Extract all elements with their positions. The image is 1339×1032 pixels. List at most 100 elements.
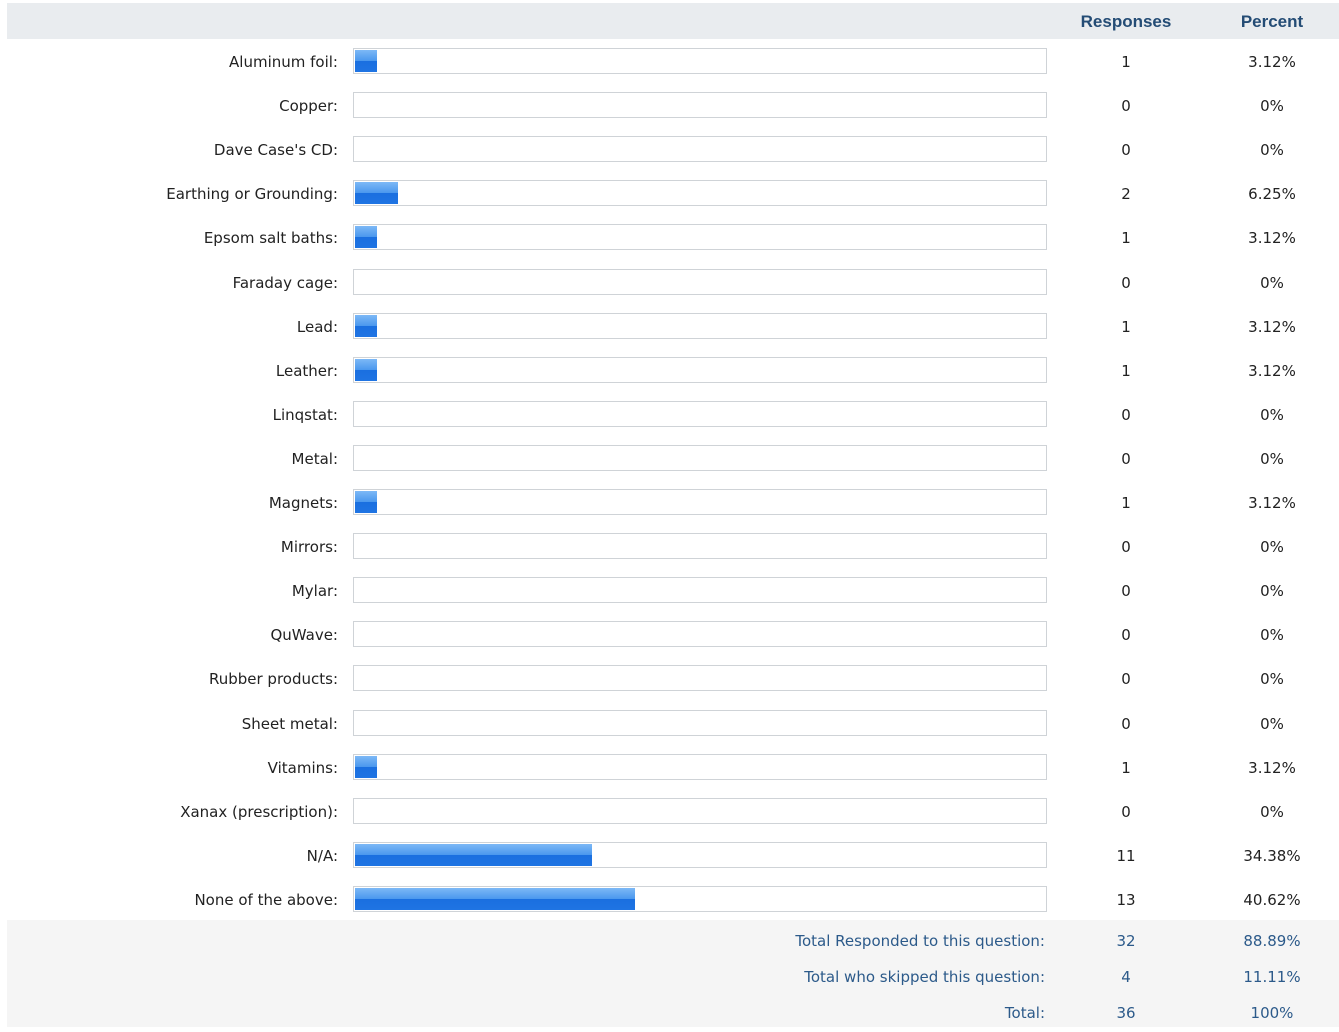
response-percent: 3.12% <box>1248 758 1296 777</box>
answer-label: None of the above: <box>194 890 338 909</box>
answer-label: Mylar: <box>291 582 338 601</box>
table-row: Faraday cage: 0 0% <box>7 261 1339 305</box>
response-count: 0 <box>1121 538 1131 557</box>
response-count: 0 <box>1121 141 1131 160</box>
table-row: Epsom salt baths: 1 3.12% <box>7 216 1339 260</box>
totals-row: Total: 36 100% <box>7 994 1339 1030</box>
table-row: QuWave: 0 0% <box>7 613 1339 657</box>
response-percent: 34.38% <box>1243 846 1301 865</box>
response-percent: 0% <box>1260 405 1284 424</box>
answer-label: Epsom salt baths: <box>203 229 338 248</box>
response-percent: 0% <box>1260 97 1284 116</box>
response-count: 0 <box>1121 449 1131 468</box>
table-row: Copper: 0 0% <box>7 84 1339 128</box>
totals-label: Total Responded to this question: <box>795 932 1045 950</box>
table-row: Magnets: 1 3.12% <box>7 481 1339 525</box>
answer-label: Rubber products: <box>208 670 338 689</box>
response-percent: 0% <box>1260 449 1284 468</box>
bar-track <box>353 180 1047 207</box>
response-count: 1 <box>1121 361 1131 380</box>
answer-label: Copper: <box>279 97 338 116</box>
table-row: Vitamins: 1 3.12% <box>7 746 1339 790</box>
table-row: N/A: 11 34.38% <box>7 834 1339 878</box>
bar-track <box>353 533 1047 560</box>
totals-responses: 32 <box>1116 932 1136 950</box>
bar-fill <box>355 755 377 778</box>
totals-responses: 36 <box>1116 1004 1136 1022</box>
answer-label: Magnets: <box>268 494 338 512</box>
bar-track <box>353 224 1047 251</box>
response-percent: 0% <box>1260 273 1284 292</box>
response-percent: 3.12% <box>1248 53 1296 71</box>
response-count: 13 <box>1116 890 1136 909</box>
response-percent: 0% <box>1260 538 1284 557</box>
table-row: Xanax (prescription): 0 0% <box>7 790 1339 834</box>
response-count: 0 <box>1121 802 1131 821</box>
bar-track <box>353 621 1047 648</box>
totals-percent: 100% <box>1250 1004 1294 1022</box>
answer-label: Faraday cage: <box>232 273 338 292</box>
bar-fill <box>355 887 636 910</box>
table-row: Sheet metal: 0 0% <box>7 702 1339 746</box>
response-percent: 0% <box>1260 582 1284 601</box>
totals-label: Total who skipped this question: <box>804 968 1045 986</box>
answer-label: Vitamins: <box>267 758 338 777</box>
bar-fill <box>355 843 593 866</box>
response-percent: 3.12% <box>1248 494 1296 512</box>
response-percent: 3.12% <box>1248 361 1296 380</box>
totals-row: Total Responded to this question: 32 88.89… <box>7 922 1339 958</box>
table-row: Mylar: 0 0% <box>7 569 1339 613</box>
response-count: 11 <box>1116 846 1136 865</box>
bar-track <box>353 797 1047 824</box>
bar-track <box>353 577 1047 604</box>
bar-track <box>353 400 1047 427</box>
table-row: Linqstat: 0 0% <box>7 393 1339 437</box>
response-percent: 3.12% <box>1248 229 1296 248</box>
answer-label: N/A: <box>306 846 338 865</box>
answer-label: Earthing or Grounding: <box>166 185 338 204</box>
table-header: Responses Percent <box>7 3 1339 39</box>
table-row: Dave Case's CD: 0 0% <box>7 128 1339 172</box>
bar-track <box>353 312 1047 339</box>
answer-label: Xanax (prescription): <box>180 802 338 821</box>
bar-track <box>353 489 1047 515</box>
response-count: 1 <box>1121 229 1131 248</box>
totals-percent: 88.89% <box>1243 932 1301 950</box>
answer-label: Sheet metal: <box>241 714 338 733</box>
response-count: 0 <box>1121 582 1131 601</box>
answer-label: Linqstat: <box>272 405 338 424</box>
response-count: 0 <box>1121 405 1131 424</box>
bar-track <box>353 841 1047 868</box>
bar-track <box>353 268 1047 295</box>
response-percent: 0% <box>1260 714 1284 733</box>
table-row: None of the above: 13 40.62% <box>7 878 1339 922</box>
answer-label: Leather: <box>275 361 338 380</box>
bar-track <box>353 48 1047 74</box>
responses-header: Responses <box>1080 12 1172 31</box>
response-count: 0 <box>1121 714 1131 733</box>
bar-fill <box>355 50 377 72</box>
survey-results: Responses Percent Aluminum foil: 1 3.12% Co… <box>7 0 1339 1027</box>
bar-track <box>353 885 1047 912</box>
response-count: 1 <box>1121 758 1131 777</box>
table-row: Rubber products: 0 0% <box>7 657 1339 701</box>
table-row: Earthing or Grounding: 2 6.25% <box>7 172 1339 216</box>
response-percent: 3.12% <box>1248 317 1296 336</box>
response-count: 0 <box>1121 97 1131 116</box>
response-percent: 6.25% <box>1248 185 1296 204</box>
totals-row: Total who skipped this question: 4 11.11% <box>7 958 1339 994</box>
response-count: 2 <box>1121 185 1131 204</box>
bar-track <box>353 444 1047 471</box>
answer-label: QuWave: <box>270 626 338 645</box>
bar-fill <box>355 182 399 205</box>
response-count: 0 <box>1121 273 1131 292</box>
table-row: Lead: 1 3.12% <box>7 305 1339 349</box>
response-count: 1 <box>1121 317 1131 336</box>
totals-responses: 4 <box>1121 968 1131 986</box>
table-row: Aluminum foil: 1 3.12% <box>7 40 1339 84</box>
response-percent: 0% <box>1260 141 1284 160</box>
answer-label: Aluminum foil: <box>229 53 338 71</box>
response-count: 0 <box>1121 670 1131 689</box>
bar-track <box>353 753 1047 780</box>
percent-header: Percent <box>1240 12 1304 31</box>
